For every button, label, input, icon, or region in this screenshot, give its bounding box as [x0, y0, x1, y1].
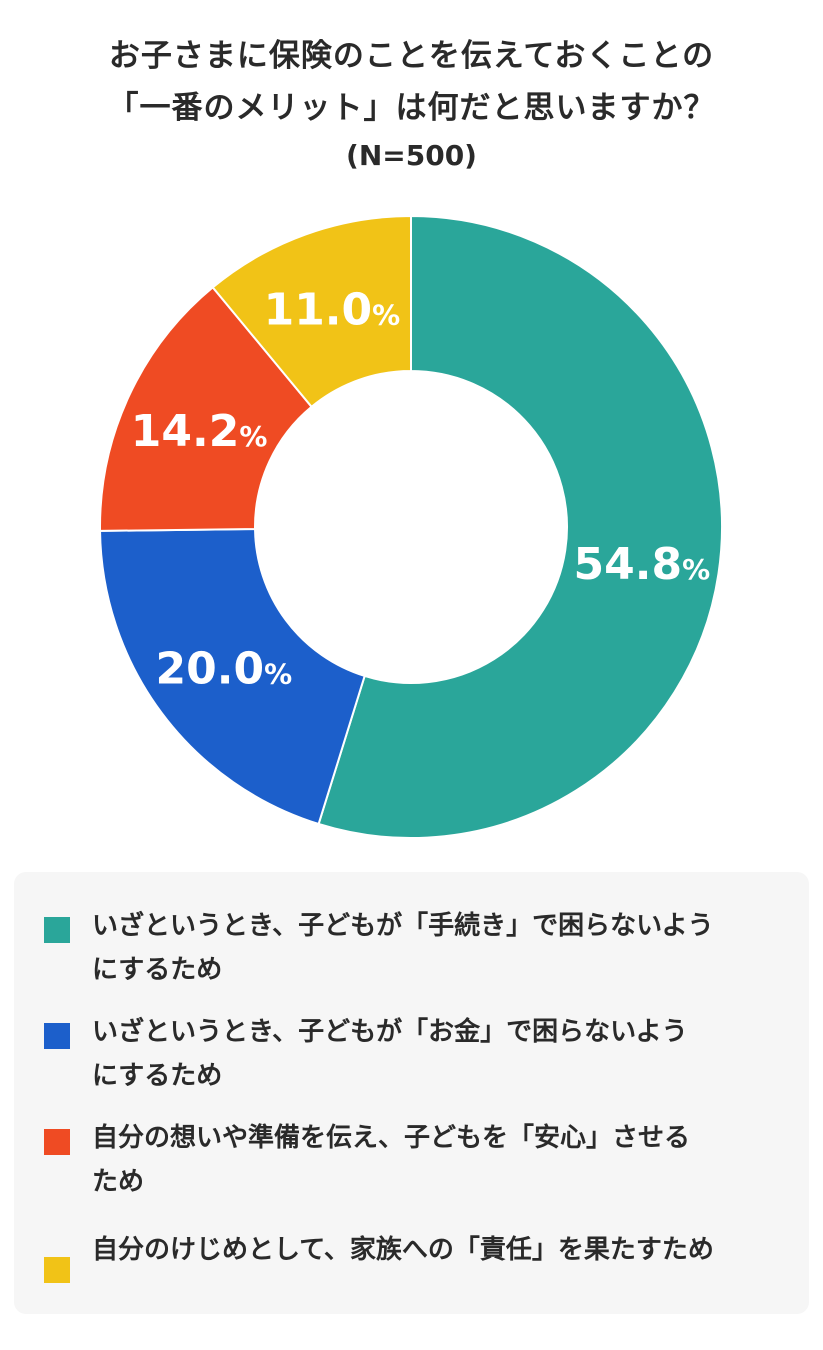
slice-label-reassurance: 14.2%	[131, 406, 268, 457]
legend-label-reassurance-line-2: ため	[92, 1167, 145, 1197]
slice-label-procedure: 54.8%	[574, 539, 711, 590]
slice-label-responsibility: 11.0%	[264, 284, 401, 335]
legend-item-money: いざというとき、子どもが「お金」で困らないよう にするため	[44, 984, 784, 1098]
legend-label-reassurance-line-1: 自分の想いや準備を伝え、子どもを「安心」させる	[92, 1123, 691, 1153]
donut-slices	[99, 214, 723, 839]
chart-title-line-2: 「一番のメリット」は何だと思いますか？	[107, 90, 716, 126]
sample-size: (N=500)	[346, 139, 477, 172]
legend-label-responsibility-line-1: 自分のけじめとして、家族への「責任」を果たすため	[92, 1235, 714, 1265]
slice-procedure	[317, 214, 723, 839]
slice-responsibility	[211, 214, 412, 409]
legend: いざというとき、子どもが「手続き」で困らないよう にするため いざというとき、子…	[14, 872, 809, 1314]
legend-swatch-procedure	[44, 917, 70, 943]
legend-item-reassurance: 自分の想いや準備を伝え、子どもを「安心」させる ため	[44, 1090, 784, 1204]
chart-title-line-1: お子さまに保険のことを伝えておくことの	[108, 38, 715, 74]
chart-title-block: お子さまに保険のことを伝えておくことの 「一番のメリット」は何だと思いますか？ …	[0, 30, 823, 176]
legend-label-responsibility: 自分のけじめとして、家族への「責任」を果たすため	[92, 1228, 714, 1272]
donut-chart: 54.8% 20.0% 14.2% 11.0%	[99, 214, 723, 839]
legend-label-procedure-line-2: にするため	[92, 955, 223, 985]
slice-money	[99, 527, 366, 826]
slice-reassurance	[99, 285, 313, 532]
legend-item-responsibility: 自分のけじめとして、家族への「責任」を果たすため	[44, 1218, 784, 1283]
legend-label-procedure: いざというとき、子どもが「手続き」で困らないよう にするため	[92, 904, 714, 992]
legend-item-procedure: いざというとき、子どもが「手続き」で困らないよう にするため	[44, 878, 784, 992]
legend-label-money: いざというとき、子どもが「お金」で困らないよう にするため	[92, 1010, 688, 1098]
legend-label-money-line-1: いざというとき、子どもが「お金」で困らないよう	[92, 1017, 688, 1047]
legend-swatch-responsibility	[44, 1257, 70, 1283]
legend-swatch-money	[44, 1023, 70, 1049]
legend-label-reassurance: 自分の想いや準備を伝え、子どもを「安心」させる ため	[92, 1116, 690, 1204]
legend-swatch-reassurance	[44, 1129, 70, 1155]
legend-label-procedure-line-1: いざというとき、子どもが「手続き」で困らないよう	[92, 911, 714, 941]
slice-labels: 54.8% 20.0% 14.2% 11.0%	[131, 284, 710, 694]
slice-label-money: 20.0%	[156, 644, 293, 695]
legend-label-money-line-2: にするため	[92, 1061, 223, 1091]
